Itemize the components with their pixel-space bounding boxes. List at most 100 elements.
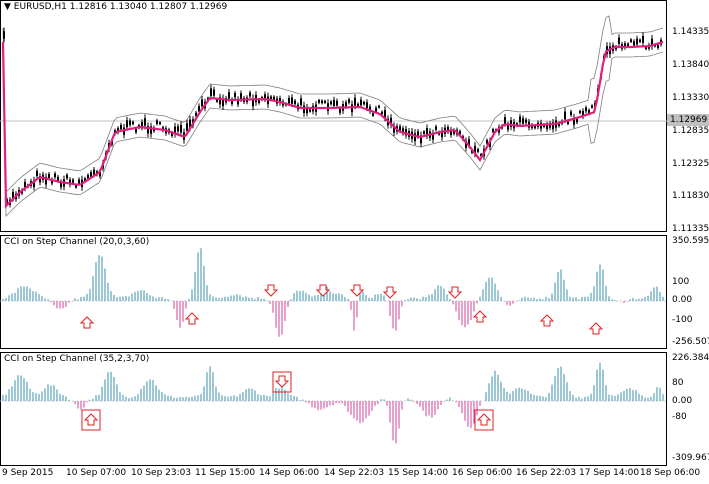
candle-body — [45, 176, 47, 185]
sell-arrow-boxed-icon — [272, 371, 292, 393]
cci2-level-min: -309.9671 — [672, 453, 709, 463]
time-label-1: 9 Sep 2015 — [2, 468, 54, 478]
candle-body — [570, 111, 572, 116]
candle-body — [564, 111, 566, 120]
candle-body — [576, 118, 578, 123]
candle-body — [66, 174, 68, 179]
candle-body — [186, 123, 188, 131]
candle-body — [228, 92, 230, 99]
cci-pane-2[interactable]: CCI on Step Channel (35,2,3,70) 226.3847… — [0, 352, 709, 466]
candle-body — [417, 131, 419, 137]
candle-body — [492, 129, 494, 132]
price-pane[interactable]: ▼ EURUSD,H1 1.12816 1.13040 1.12807 1.12… — [0, 0, 709, 234]
candle-body — [630, 39, 632, 42]
candle-body — [78, 179, 80, 184]
candle-body — [399, 126, 401, 131]
candle-body — [651, 38, 653, 47]
candle-body — [465, 141, 467, 148]
candle-body — [585, 107, 587, 112]
candle-body — [546, 124, 548, 130]
candle-body — [339, 108, 341, 113]
candle-body — [264, 94, 266, 100]
candle-body — [234, 93, 236, 98]
price-chart[interactable] — [0, 0, 667, 232]
candle-body — [87, 175, 89, 179]
candle-body — [303, 105, 305, 113]
candle-body — [363, 101, 365, 105]
candle-body — [549, 123, 551, 128]
chart-title: ▼ EURUSD,H1 1.12816 1.13040 1.12807 1.12… — [4, 2, 227, 12]
candle-body — [288, 98, 290, 104]
candle-body — [150, 126, 152, 134]
candle-body — [237, 99, 239, 105]
candle-body — [180, 124, 182, 133]
cci2-histogram[interactable] — [0, 352, 667, 466]
candle-body — [477, 149, 479, 152]
candle-body — [567, 121, 569, 124]
candle-body — [309, 109, 311, 112]
candle-body — [189, 119, 191, 128]
candle-body — [141, 122, 143, 128]
cci2-plot-border — [0, 352, 667, 466]
candle-body — [507, 124, 509, 130]
candle-body — [333, 99, 335, 106]
candle-body — [48, 174, 50, 178]
candle-body — [252, 98, 254, 107]
candle-body — [633, 41, 635, 46]
cci1-histogram[interactable] — [0, 235, 667, 349]
candle-body — [129, 120, 131, 125]
candle-body — [216, 99, 218, 102]
candle-body — [36, 170, 38, 176]
candle-body — [219, 97, 221, 105]
current-price-marker: 1.12969 — [667, 114, 709, 126]
candle-body — [84, 178, 86, 182]
candle-body — [534, 126, 536, 129]
candle-body — [486, 140, 488, 144]
candle-body — [213, 89, 215, 96]
buy-arrow-icon — [79, 316, 95, 329]
candle-body — [198, 106, 200, 112]
candle-body — [273, 96, 275, 100]
price-level-6: 1.11830 — [672, 191, 709, 201]
candle-body — [51, 179, 53, 184]
candle-body — [573, 117, 575, 125]
candle-body — [201, 99, 203, 106]
candle-body — [420, 135, 422, 144]
candle-body — [57, 176, 59, 181]
candle-body — [657, 44, 659, 49]
cci-pane-1[interactable]: CCI on Step Channel (20,0,3,60) 350.5956… — [0, 235, 709, 349]
candle-body — [60, 181, 62, 188]
candle-body — [378, 105, 380, 108]
cci1-level-max: 350.5956 — [672, 236, 709, 246]
candle-body — [354, 97, 356, 106]
price-level-7: 1.11335 — [672, 224, 709, 234]
symbol-ohlc: EURUSD,H1 1.12816 1.13040 1.12807 1.1296… — [13, 2, 228, 12]
cci1-level-0: 0.00 — [672, 295, 693, 305]
candle-body — [294, 100, 296, 105]
candle-body — [591, 105, 593, 108]
candle-body — [321, 100, 323, 104]
candle-body — [525, 119, 527, 123]
buy-arrow-boxed-icon — [81, 409, 101, 431]
candle-body — [324, 100, 326, 103]
collapse-triangle-icon[interactable]: ▼ — [4, 2, 11, 12]
time-label-8: 16 Sep 06:00 — [452, 468, 513, 478]
candle-body — [117, 128, 119, 133]
cci2-level-80: 80 — [672, 378, 684, 388]
candle-body — [348, 99, 350, 103]
candle-body — [156, 120, 158, 124]
candle-body — [480, 154, 482, 157]
candle-body — [270, 96, 272, 100]
candle-body — [522, 118, 524, 124]
candle-body — [510, 120, 512, 127]
candle-body — [645, 46, 647, 50]
candle-body — [12, 192, 14, 199]
candle-body — [345, 102, 347, 107]
sell-arrow-icon — [263, 284, 279, 297]
candle-body — [384, 110, 386, 118]
channel-lower-line — [2, 51, 664, 217]
candle-body — [627, 43, 629, 47]
candle-body — [171, 132, 173, 136]
sell-arrow-icon — [349, 284, 365, 297]
buy-arrow-icon — [472, 310, 488, 323]
